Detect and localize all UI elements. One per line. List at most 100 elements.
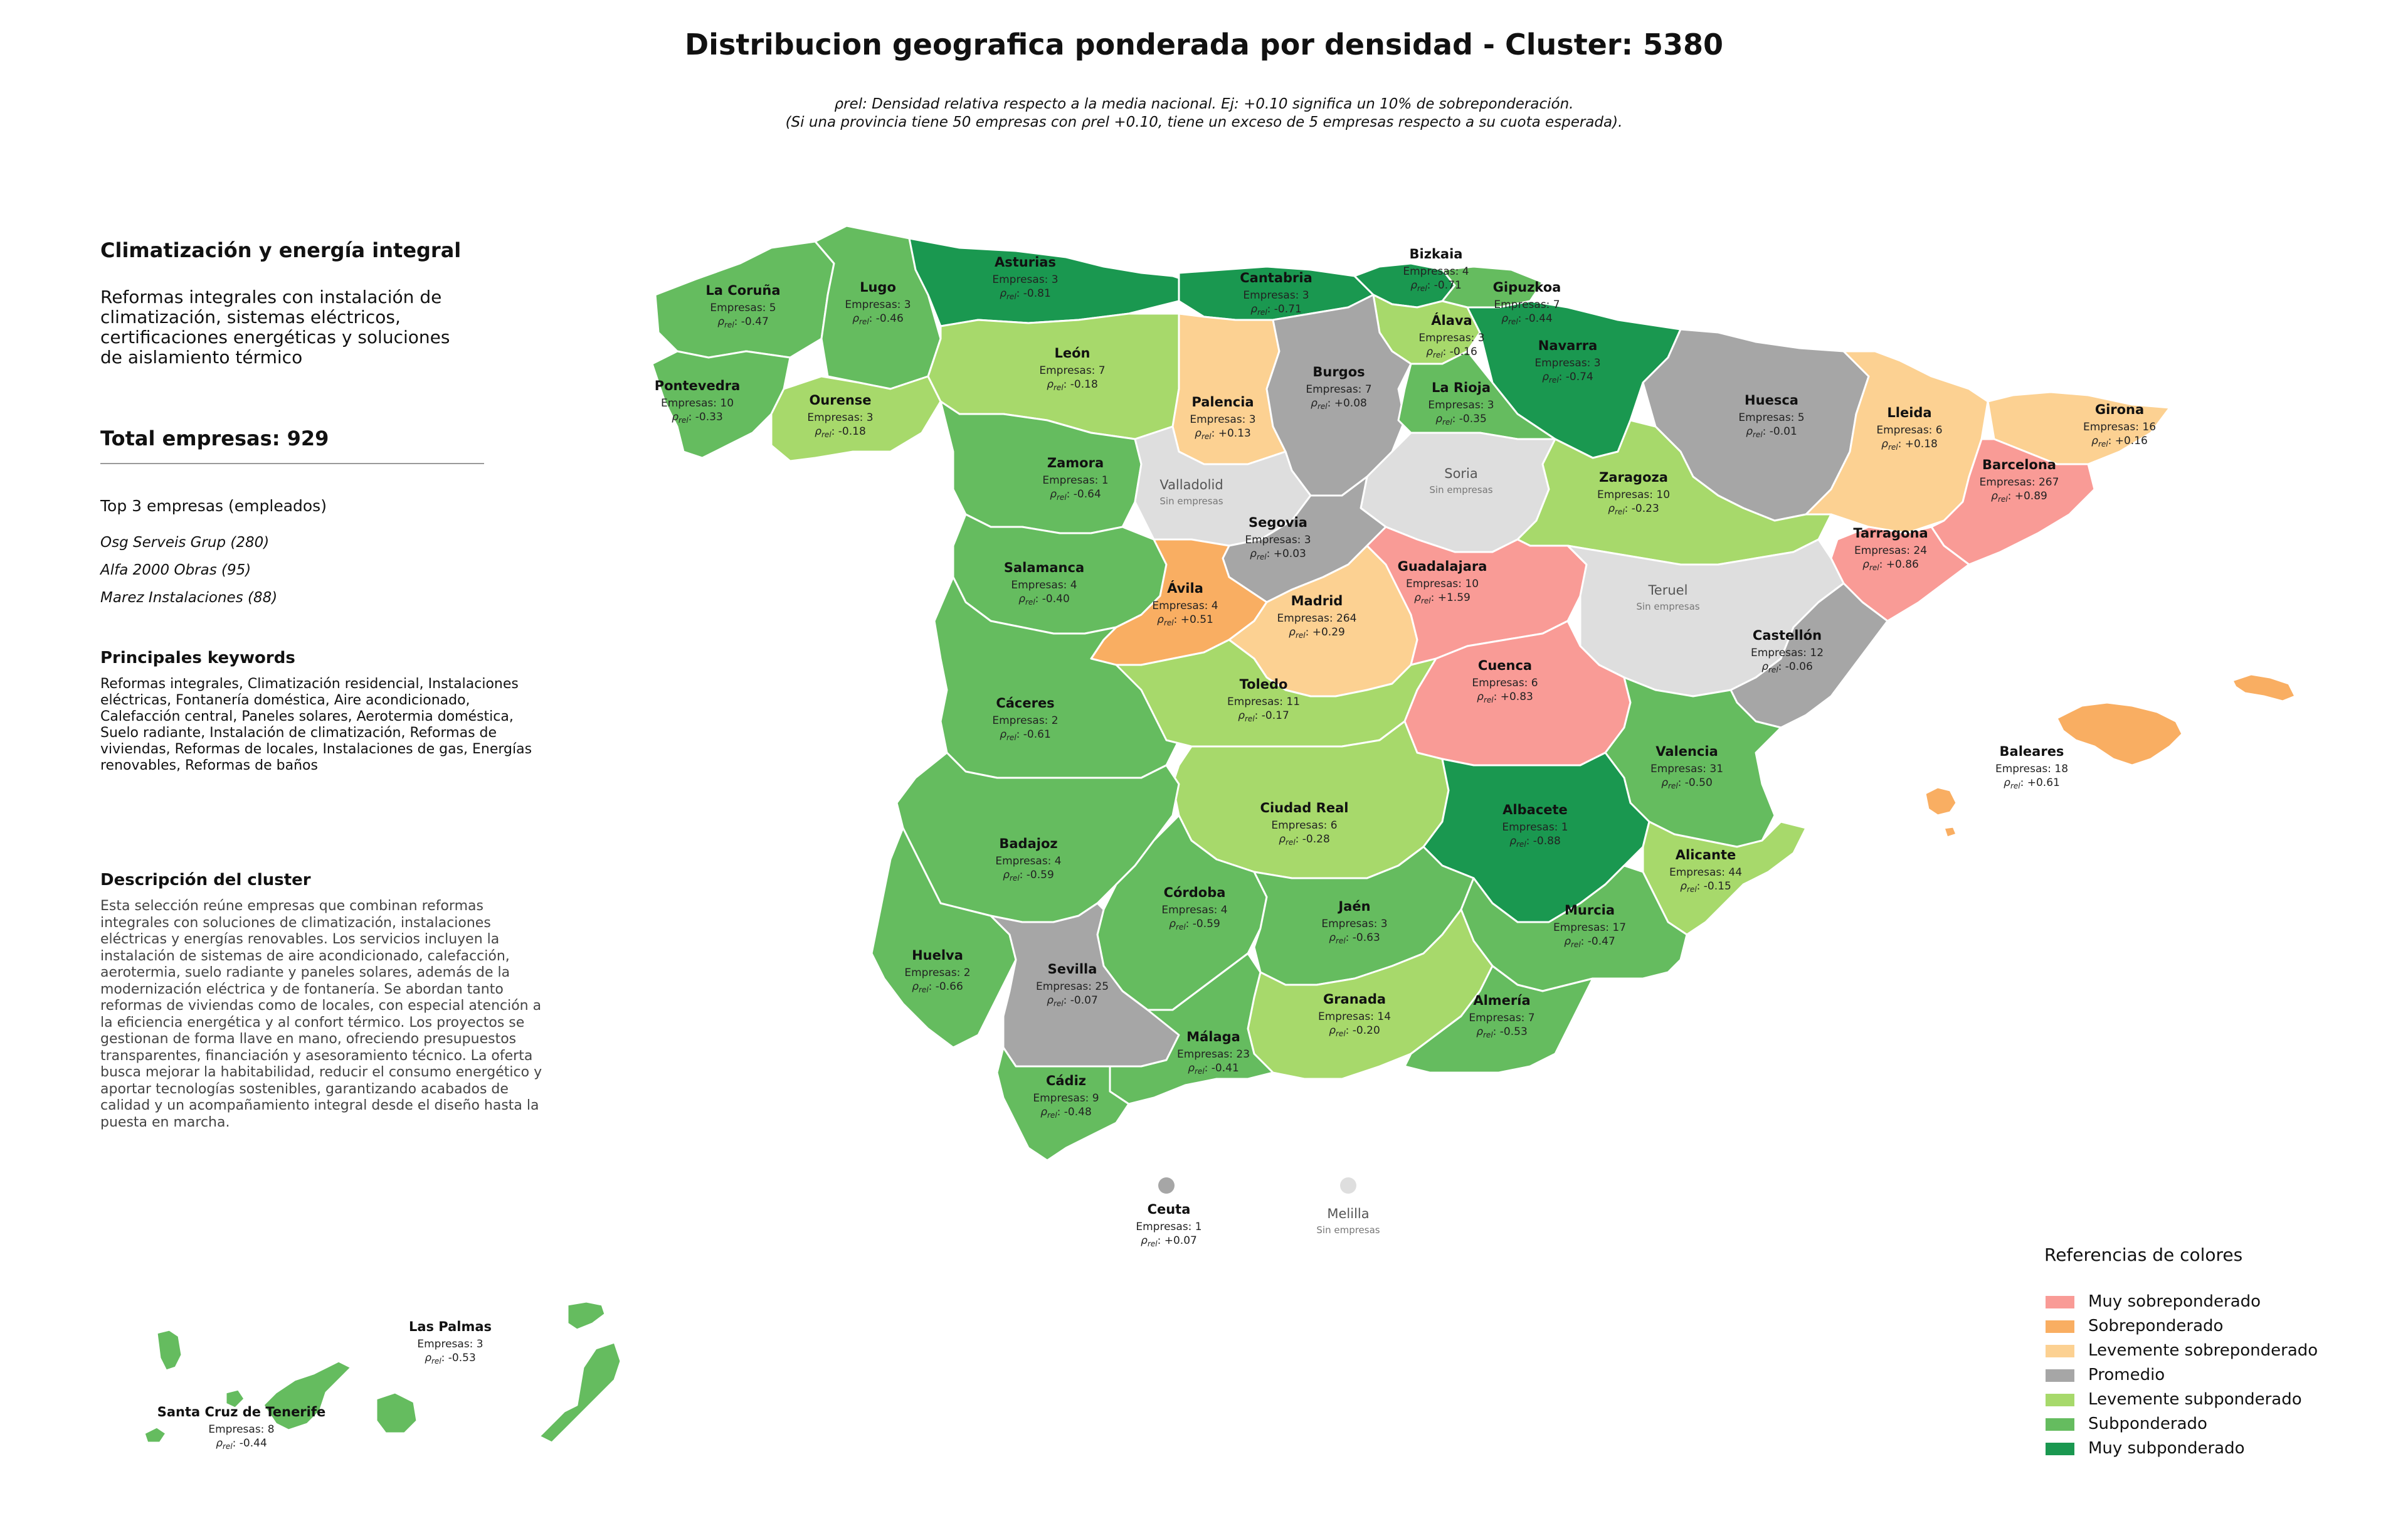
- province-name: Pontevedra: [655, 378, 741, 393]
- legend-item-muy-sobreponderado: Muy sobreponderado: [2046, 1292, 2261, 1311]
- province-count: Empresas: 1: [1502, 821, 1568, 834]
- province-name: Ourense: [809, 393, 871, 408]
- province-name: Salamanca: [1004, 560, 1084, 575]
- province-name: Huesca: [1745, 393, 1798, 408]
- province-rho: ρrel: +0.16: [2091, 435, 2148, 448]
- province-rho: ρrel: -0.59: [1003, 869, 1054, 883]
- province-name: Segovia: [1249, 515, 1307, 530]
- province-count: Empresas: 4: [1403, 265, 1469, 278]
- province-rho: ρrel: +0.08: [1311, 397, 1367, 411]
- subtitle-line-2: (Si una provincia tiene 50 empresas con …: [785, 114, 1623, 130]
- province-name: Asturias: [995, 255, 1056, 270]
- province-name: Almería: [1473, 993, 1530, 1008]
- province-rho: ρrel: -0.59: [1169, 918, 1220, 931]
- province-rho: ρrel: -0.81: [1000, 287, 1051, 301]
- province-las-palmas-island-1: [566, 1300, 606, 1331]
- province-name: Guadalajara: [1398, 559, 1487, 574]
- province-rho: ρrel: -0.74: [1542, 371, 1593, 385]
- province-name: Jaén: [1337, 899, 1370, 914]
- province-name: Lugo: [860, 280, 896, 295]
- total-companies: Total empresas: 929: [100, 427, 329, 450]
- province-label-alava: Álava Empresas: 3 ρrel: -0.16: [1418, 312, 1484, 359]
- province-santa-cruz-de-tenerife: [262, 1360, 352, 1431]
- province-name: Valladolid: [1159, 477, 1223, 492]
- province-count: Empresas: 18: [1995, 763, 2068, 775]
- province-name: Ceuta: [1148, 1202, 1191, 1217]
- keywords-title: Principales keywords: [100, 649, 295, 667]
- province-label-teruel: Teruel Sin empresas: [1636, 583, 1699, 612]
- province-rho: ρrel: +0.51: [1157, 613, 1213, 627]
- province-count: Empresas: 6: [1876, 424, 1942, 437]
- province-no-companies: Sin empresas: [1636, 601, 1699, 612]
- province-name: Las Palmas: [409, 1319, 492, 1334]
- legend-label: Muy sobreponderado: [2088, 1292, 2261, 1311]
- province-rho: ρrel: +0.83: [1477, 691, 1533, 704]
- province-label-valladolid: Valladolid Sin empresas: [1159, 477, 1223, 507]
- province-santa-cruz-de-tenerife-island-3: [375, 1391, 418, 1435]
- province-name: Murcia: [1565, 903, 1615, 918]
- province-rho: ρrel: -0.33: [672, 411, 723, 425]
- legend-label: Subponderado: [2088, 1414, 2207, 1433]
- province-rho: ρrel: -0.06: [1761, 661, 1813, 674]
- province-count: Empresas: 3: [992, 273, 1058, 286]
- legend-item-subponderado: Subponderado: [2046, 1414, 2207, 1433]
- province-count: Empresas: 44: [1669, 866, 1742, 879]
- province-count: Empresas: 2: [992, 714, 1058, 727]
- province-name: Navarra: [1538, 338, 1598, 353]
- province-cadiz: [996, 1046, 1130, 1162]
- province-name: Barcelona: [1982, 457, 2056, 472]
- province-name: Cuenca: [1478, 658, 1532, 673]
- province-rho: ρrel: -0.17: [1238, 709, 1289, 723]
- province-rho: ρrel: -0.18: [1047, 378, 1098, 392]
- province-name: Zaragoza: [1599, 470, 1668, 485]
- province-name: Zamora: [1047, 455, 1104, 470]
- province-count: Empresas: 264: [1277, 612, 1357, 625]
- province-rho: ρrel: +0.07: [1141, 1234, 1197, 1248]
- province-pontevedra: [651, 350, 791, 459]
- legend-swatch: [2046, 1295, 2074, 1308]
- province-name: Albacete: [1502, 802, 1568, 817]
- province-label-castellon: Castellón Empresas: 12 ρrel: -0.06: [1751, 628, 1824, 674]
- province-santa-cruz-de-tenerife-island-4: [143, 1426, 167, 1444]
- province-label-soria: Soria Sin empresas: [1429, 466, 1492, 496]
- province-name: Baleares: [2000, 744, 2064, 759]
- province-ceuta: [1158, 1177, 1175, 1194]
- province-name: Alicante: [1676, 847, 1736, 862]
- province-name: Teruel: [1648, 583, 1688, 598]
- province-count: Empresas: 3: [417, 1338, 483, 1350]
- province-name: Cantabria: [1240, 270, 1312, 285]
- province-name: Lleida: [1887, 405, 1931, 420]
- province-baleares: [2056, 701, 2184, 767]
- keywords-text: Reformas integrales, Climatización resid…: [100, 676, 532, 773]
- province-name: Cádiz: [1046, 1073, 1086, 1088]
- province-rho: ρrel: -0.53: [1476, 1026, 1528, 1039]
- description-text: Esta selección reúne empresas que combin…: [100, 898, 542, 1130]
- top-company-2: Alfa 2000 Obras (95): [100, 562, 251, 578]
- province-rho: ρrel: -0.46: [852, 312, 904, 326]
- legend-item-levemente-subponderado: Levemente subponderado: [2046, 1390, 2302, 1409]
- province-rho: ρrel: -0.88: [1509, 835, 1561, 849]
- subtitle-line-1: ρrel: Densidad relativa respecto a la me…: [834, 96, 1574, 112]
- province-count: Empresas: 4: [1161, 904, 1227, 916]
- province-no-companies: Sin empresas: [1429, 484, 1492, 496]
- province-name: Madrid: [1291, 593, 1343, 608]
- province-castellon: [1729, 582, 1889, 729]
- province-santa-cruz-de-tenerife-island-2: [224, 1388, 246, 1409]
- province-count: Empresas: 31: [1650, 763, 1723, 775]
- province-malaga: [1109, 952, 1274, 1105]
- province-count: Empresas: 17: [1553, 921, 1626, 934]
- province-name: Álava: [1431, 312, 1472, 328]
